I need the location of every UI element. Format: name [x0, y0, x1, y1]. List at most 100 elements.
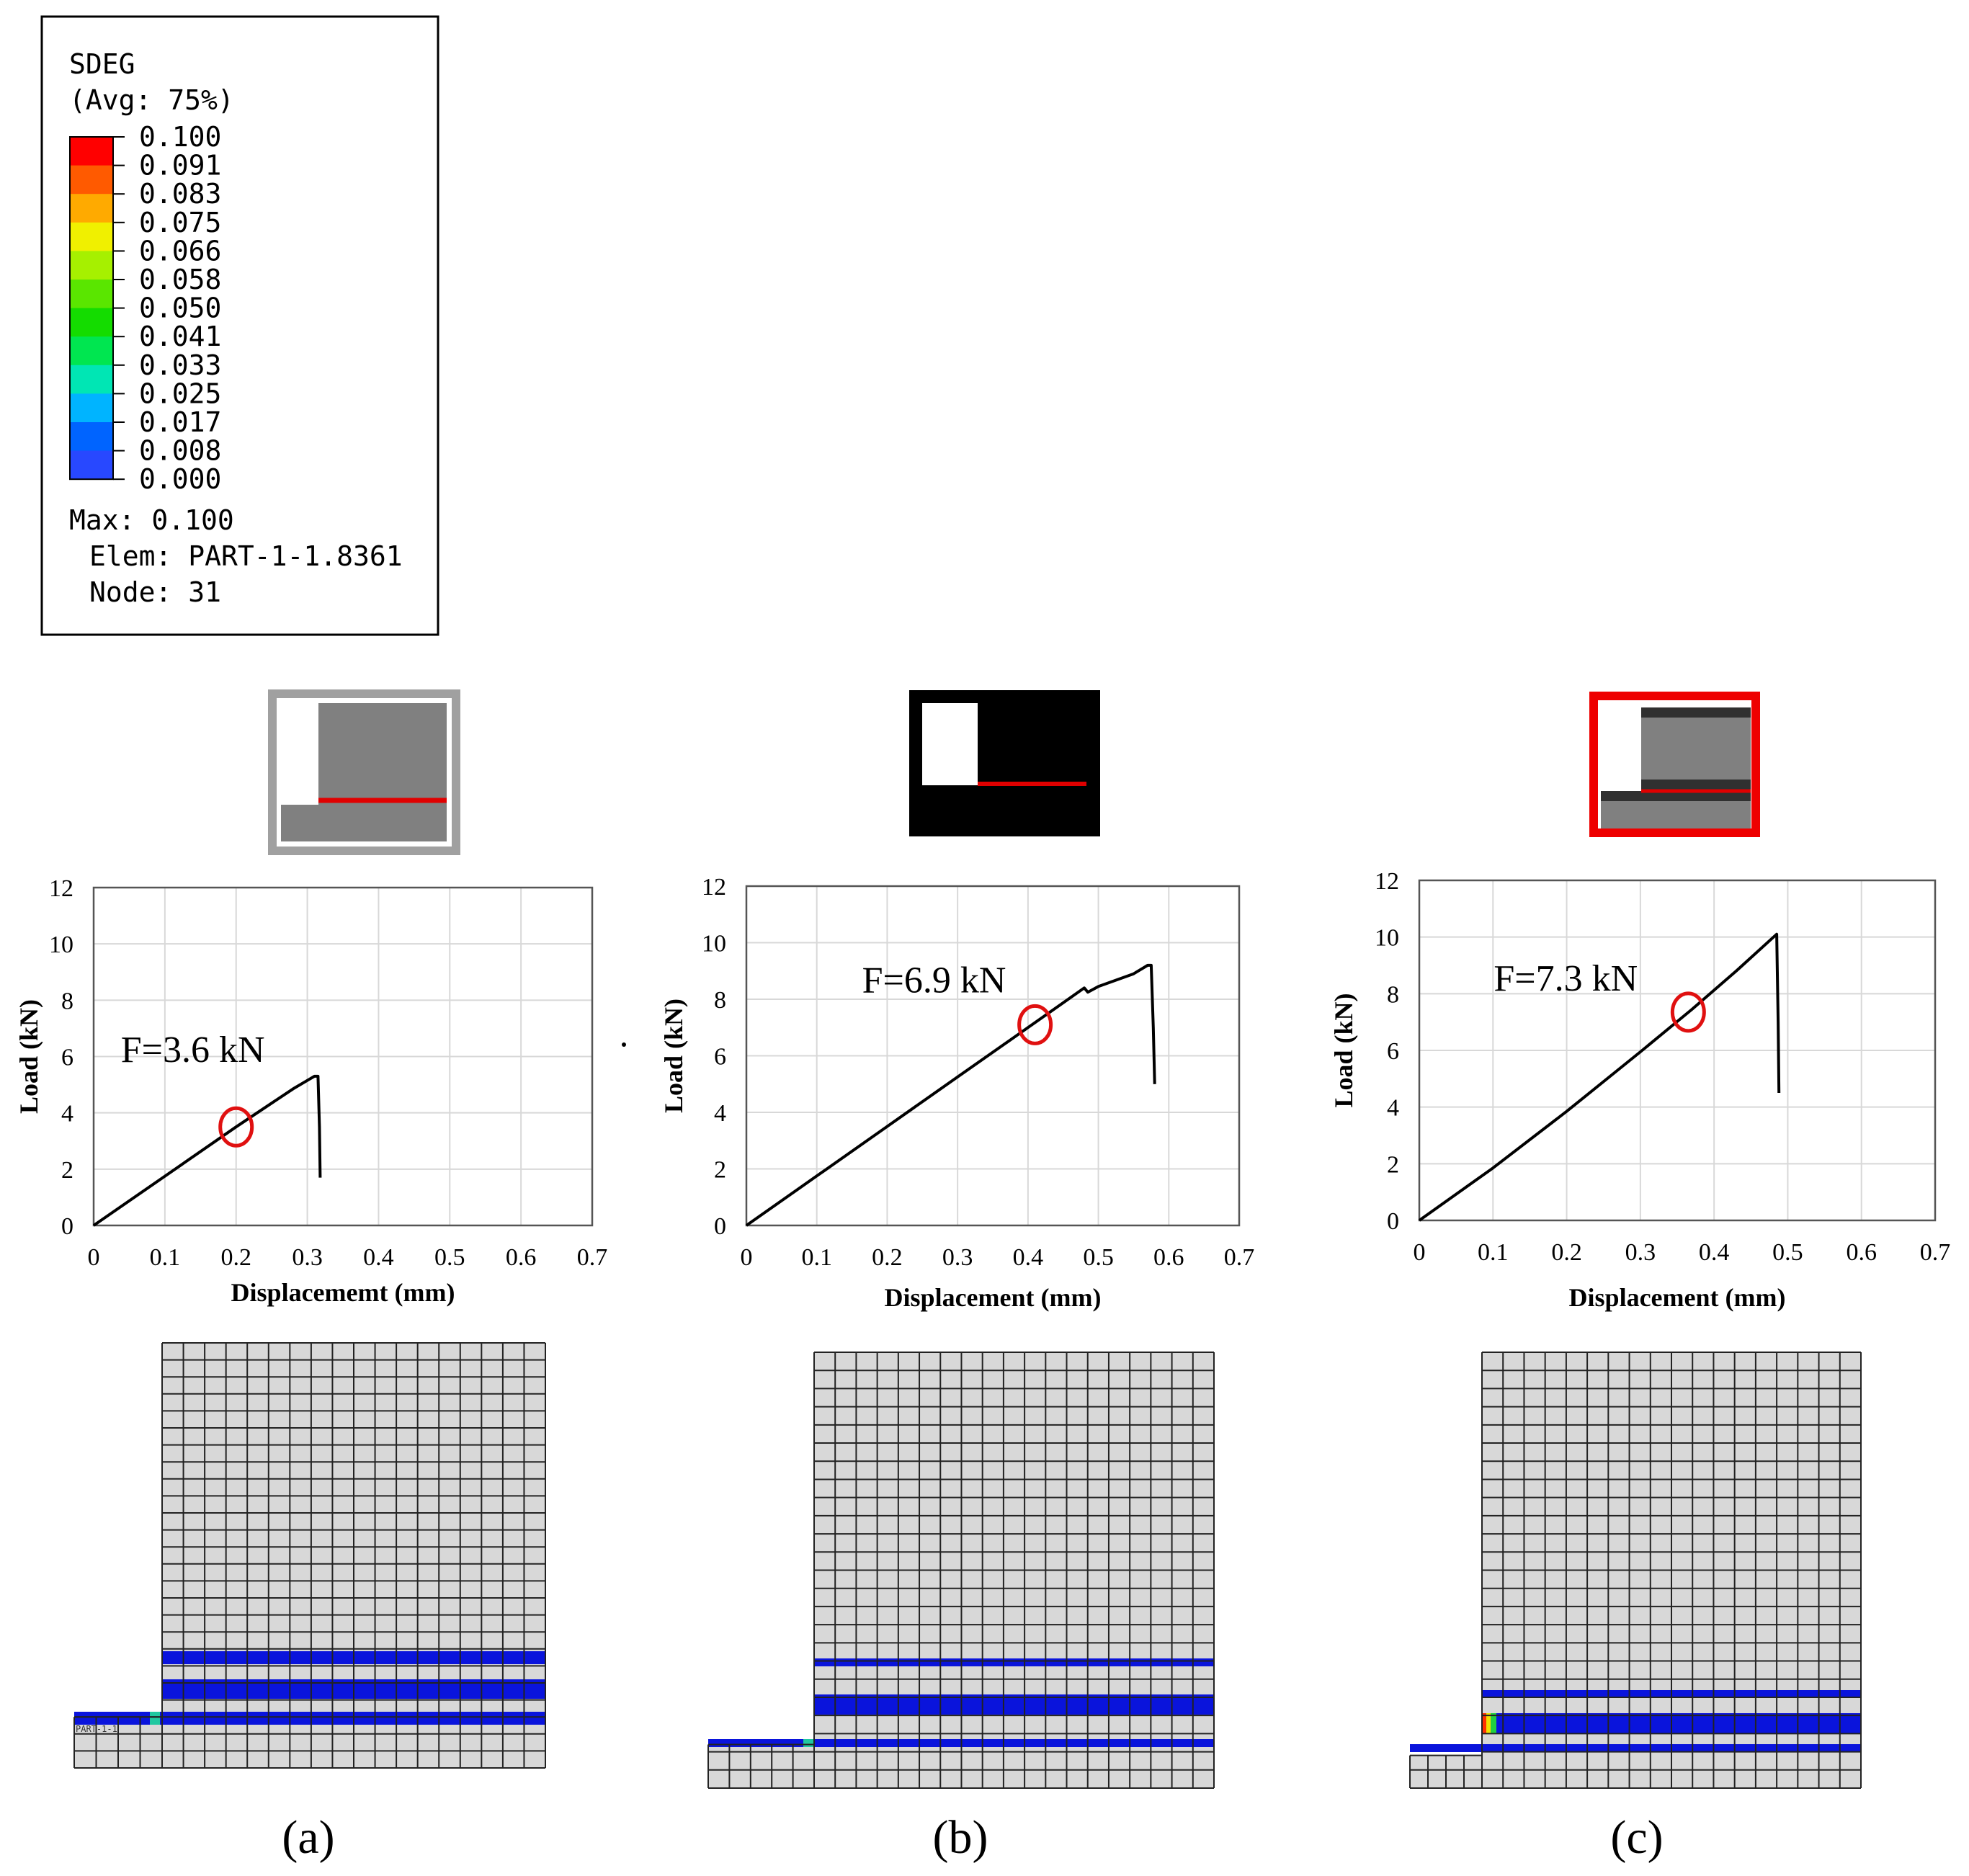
- x-tick-label: 0.3: [1625, 1239, 1656, 1266]
- stray-dot: [622, 1042, 626, 1047]
- x-tick-label: 0.3: [292, 1244, 323, 1271]
- x-tick-label: 0.7: [1920, 1239, 1951, 1266]
- legend-color-bar: 0.1000.0910.0830.0750.0660.0580.0500.041…: [69, 121, 221, 495]
- y-tick-label: 10: [1375, 925, 1399, 952]
- y-tick-label: 4: [61, 1101, 73, 1127]
- damage-band: [708, 1739, 814, 1747]
- load-displacement-charts: 0 0.1 0.2 0.3 0.4 0.5 0.6 0.7 0 2 4 6 8 10 12 Displacem…: [14, 868, 1950, 1312]
- legend-level-label: 0.100: [139, 121, 221, 153]
- x-tick-label: 0.4: [1013, 1244, 1044, 1271]
- load-curve: [745, 963, 1156, 1227]
- mesh-c: [1409, 1352, 1862, 1789]
- chart-a: 0 0.1 0.2 0.3 0.4 0.5 0.6 0.7 0 2 4 6 8 10 12 Displacem…: [14, 875, 607, 1307]
- y-tick-label: 0: [714, 1213, 726, 1240]
- legend-max: Max: 0.100: [69, 504, 234, 536]
- x-axis-title: Displacement (mm): [885, 1283, 1102, 1312]
- y-tick-label: 8: [1387, 981, 1399, 1008]
- y-tick-label: 6: [714, 1044, 726, 1071]
- force-annotation: F=6.9 kN: [862, 960, 1006, 1001]
- mesh-lower-body: [708, 1744, 814, 1788]
- legend-swatch: [70, 336, 113, 366]
- x-tick-label: 0: [88, 1244, 100, 1271]
- legend-level-label: 0.075: [139, 207, 221, 238]
- x-tick-label: 0.6: [1846, 1239, 1877, 1266]
- x-tick-label: 0: [741, 1244, 753, 1271]
- x-tick-label: 0.2: [1551, 1239, 1582, 1266]
- fe-meshes: PART-1-1: [73, 1342, 1862, 1789]
- x-tick-label: 0.4: [363, 1244, 394, 1271]
- panel-label-a: (a): [282, 1811, 334, 1864]
- mesh-a: PART-1-1: [73, 1342, 546, 1769]
- plot-area: [1418, 879, 1937, 1222]
- legend-level-label: 0.041: [139, 321, 221, 352]
- x-tick-label: 0.1: [801, 1244, 832, 1271]
- y-tick-label: 4: [1387, 1095, 1399, 1122]
- damage-onset-marker: [1670, 991, 1706, 1033]
- x-tick-label: 0.5: [1772, 1239, 1803, 1266]
- legend-swatch: [70, 393, 113, 423]
- panel-label-c: (c): [1610, 1811, 1663, 1864]
- crack-tip: [1486, 1713, 1491, 1733]
- chart-c: 0 0.1 0.2 0.3 0.4 0.5 0.6 0.7 0 2 4 6 8 10 12 Displacem…: [1329, 868, 1950, 1312]
- schematic-a: [268, 689, 460, 855]
- force-annotation: F=7.3 kN: [1494, 958, 1638, 999]
- legend-swatch: [70, 165, 113, 195]
- y-tick-label: 12: [49, 875, 73, 902]
- y-tick-label: 10: [702, 931, 726, 957]
- legend-level-label: 0.000: [139, 463, 221, 495]
- damage-band: [814, 1658, 1214, 1666]
- schematic-b: [909, 690, 1100, 836]
- legend-swatch: [70, 251, 113, 280]
- x-tick-label: 0.3: [942, 1244, 973, 1271]
- chart-b: 0 0.1 0.2 0.3 0.4 0.5 0.6 0.7 0 2 4 6 8 10 12 Displacem…: [659, 874, 1254, 1312]
- x-tick-label: 0: [1414, 1239, 1426, 1266]
- legend-level-label: 0.033: [139, 349, 221, 381]
- legend-swatch: [70, 137, 113, 166]
- y-tick-label: 6: [1387, 1038, 1399, 1065]
- x-tick-label: 0.1: [1478, 1239, 1509, 1266]
- y-tick-label: 4: [714, 1100, 726, 1127]
- legend-title: SDEG: [69, 48, 135, 80]
- crack-tip: [1482, 1713, 1486, 1733]
- legend-swatch: [70, 222, 113, 251]
- legend-level-label: 0.050: [139, 292, 221, 324]
- x-tick-label: 0.2: [220, 1244, 251, 1271]
- damage-band: [814, 1739, 1214, 1747]
- y-tick-label: 12: [1375, 868, 1399, 895]
- load-curve: [1418, 932, 1781, 1222]
- plot-area: [92, 886, 594, 1227]
- legend-swatch: [70, 308, 113, 337]
- y-tick-label: 8: [714, 987, 726, 1014]
- legend-level-label: 0.058: [139, 264, 221, 295]
- legend-level-label: 0.066: [139, 235, 221, 267]
- legend-swatch: [70, 280, 113, 309]
- damage-band: [1410, 1744, 1482, 1752]
- legend-swatch: [70, 422, 113, 452]
- crack-tip: [1491, 1713, 1496, 1733]
- y-tick-label: 2: [714, 1157, 726, 1184]
- y-axis-title: Load (kN): [659, 999, 688, 1113]
- x-tick-label: 0.5: [1083, 1244, 1114, 1271]
- plot-area: [745, 885, 1241, 1227]
- legend-swatch: [70, 365, 113, 394]
- y-tick-label: 12: [702, 874, 726, 901]
- sdeg-legend: SDEG (Avg: 75%) 0.1000.0910.0830.0750.06…: [40, 15, 439, 636]
- y-axis-title: Load (kN): [14, 999, 43, 1114]
- element-tag: PART-1-1: [76, 1724, 117, 1734]
- y-tick-label: 0: [1387, 1208, 1399, 1235]
- legend-level-label: 0.091: [139, 150, 221, 182]
- schematic-c: [1589, 692, 1760, 837]
- mesh-b: [707, 1352, 1215, 1789]
- y-tick-label: 0: [61, 1213, 73, 1240]
- x-tick-label: 0.7: [1224, 1244, 1255, 1271]
- crack-tip: [150, 1712, 160, 1725]
- legend-elem: Elem: PART-1-1.8361: [89, 540, 403, 572]
- y-tick-label: 10: [49, 932, 73, 958]
- x-axis-title: Displacement (mm): [1569, 1283, 1786, 1312]
- y-axis-title: Load (kN): [1329, 993, 1358, 1107]
- damage-onset-marker: [1017, 1004, 1053, 1045]
- legend-level-label: 0.083: [139, 178, 221, 210]
- legend-swatch: [70, 194, 113, 223]
- y-tick-label: 8: [61, 988, 73, 1014]
